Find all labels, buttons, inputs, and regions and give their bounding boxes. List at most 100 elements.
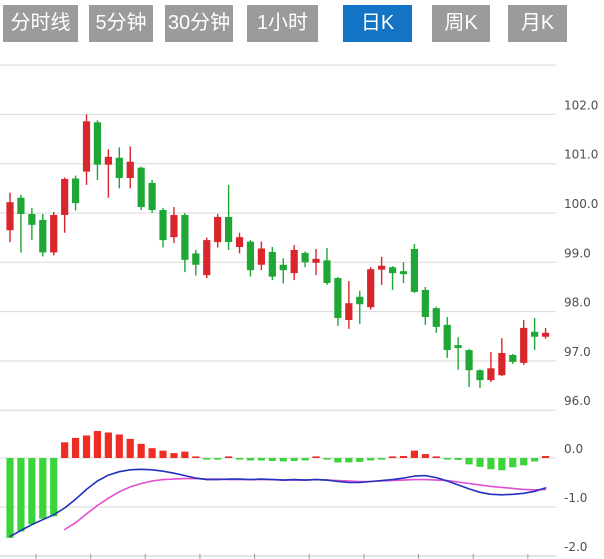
candle-body xyxy=(17,197,25,214)
candle-body xyxy=(356,296,364,305)
candle xyxy=(225,184,233,250)
macd-histogram-bar xyxy=(170,453,178,458)
candle-body xyxy=(367,269,375,308)
macd-histogram-bar xyxy=(345,458,353,463)
candle xyxy=(399,262,408,284)
macd-histogram-bar xyxy=(520,458,528,466)
tab-1hour[interactable]: 1小时 xyxy=(247,5,318,42)
candle-body xyxy=(82,121,91,172)
candle-wick xyxy=(107,149,110,198)
macd-axis-label: -2.0 xyxy=(564,540,587,554)
candle-body xyxy=(421,289,429,318)
dif-line xyxy=(9,468,547,538)
candle xyxy=(61,177,69,233)
macd-histogram-bar xyxy=(39,458,47,519)
macd-histogram-bar xyxy=(82,435,91,458)
macd-histogram-bar xyxy=(104,432,112,458)
candle-body xyxy=(279,264,287,271)
candle-body xyxy=(301,252,309,263)
candle-wick xyxy=(20,194,22,253)
candle-body xyxy=(465,350,473,371)
candle xyxy=(126,146,134,189)
candle-body xyxy=(476,370,484,381)
candle xyxy=(104,149,112,198)
candle xyxy=(39,213,47,257)
macd-histogram-bar xyxy=(148,448,156,458)
macd-histogram-bar xyxy=(50,458,58,517)
candle-body xyxy=(509,354,517,362)
candle-body xyxy=(148,182,156,211)
candle-body xyxy=(378,265,386,270)
candle xyxy=(498,338,506,377)
candle xyxy=(476,369,484,389)
candle xyxy=(378,256,386,285)
macd-histogram-bar xyxy=(28,458,36,525)
candle xyxy=(454,337,462,370)
macd-histogram-bar xyxy=(214,458,222,460)
candle-body xyxy=(61,178,69,215)
macd-histogram-bar xyxy=(126,438,134,458)
candle-body xyxy=(28,213,36,225)
candle xyxy=(509,353,517,364)
candle xyxy=(203,237,211,279)
candle-body xyxy=(137,167,145,208)
candle xyxy=(235,232,244,254)
macd-histogram-bar xyxy=(17,458,25,532)
candle-body xyxy=(159,210,167,241)
macd-histogram-bar xyxy=(432,456,440,458)
candle-body xyxy=(312,258,320,263)
tab-monthly-k[interactable]: 月K xyxy=(508,5,567,42)
macd-histogram-bar xyxy=(541,456,550,458)
candle xyxy=(50,212,58,256)
tab-30min[interactable]: 30分钟 xyxy=(165,5,233,42)
candle-body xyxy=(235,237,244,248)
tab-weekly-k[interactable]: 周K xyxy=(432,5,490,42)
candle-wick xyxy=(490,352,492,383)
candle xyxy=(465,349,473,388)
candle-body xyxy=(257,248,265,265)
macd-histogram-bar xyxy=(137,443,145,458)
macd-histogram-bar xyxy=(509,458,517,468)
tab-5min[interactable]: 5分钟 xyxy=(89,5,153,42)
candle-body xyxy=(432,308,440,327)
macd-histogram-bar xyxy=(246,458,255,461)
candle-body xyxy=(39,219,47,253)
macd-histogram-bar xyxy=(465,458,473,465)
macd-histogram-bar xyxy=(487,458,495,470)
macd-histogram-bar xyxy=(356,458,364,462)
macd-histogram-bar xyxy=(159,450,167,458)
candle xyxy=(312,248,320,276)
candle xyxy=(301,251,309,268)
candle-body xyxy=(104,156,112,165)
candle xyxy=(356,290,364,324)
candle-body xyxy=(399,271,408,275)
candle-body xyxy=(531,331,539,337)
candle xyxy=(432,306,440,333)
candle-body xyxy=(93,122,102,165)
tab-timeline[interactable]: 分时线 xyxy=(3,5,78,42)
candle-body xyxy=(170,214,178,238)
candle xyxy=(214,213,222,248)
candle xyxy=(421,286,429,325)
candle-body xyxy=(50,214,58,253)
candle-body xyxy=(6,202,14,231)
macd-histogram-bar xyxy=(181,451,189,458)
candle xyxy=(345,281,353,329)
macd-histogram-bar xyxy=(498,458,506,471)
macd-histogram-bar xyxy=(301,458,309,461)
candle-body xyxy=(71,178,80,204)
candle-body xyxy=(126,161,134,178)
candle xyxy=(334,277,342,326)
candle-body xyxy=(268,251,276,277)
candle xyxy=(71,175,80,211)
candle xyxy=(159,208,167,248)
candle xyxy=(290,245,298,281)
candle-body xyxy=(498,353,506,376)
candle-body xyxy=(115,157,123,178)
tab-daily-k[interactable]: 日K xyxy=(343,5,412,42)
macd-histogram-bar xyxy=(225,456,233,458)
candle-body xyxy=(203,240,211,276)
